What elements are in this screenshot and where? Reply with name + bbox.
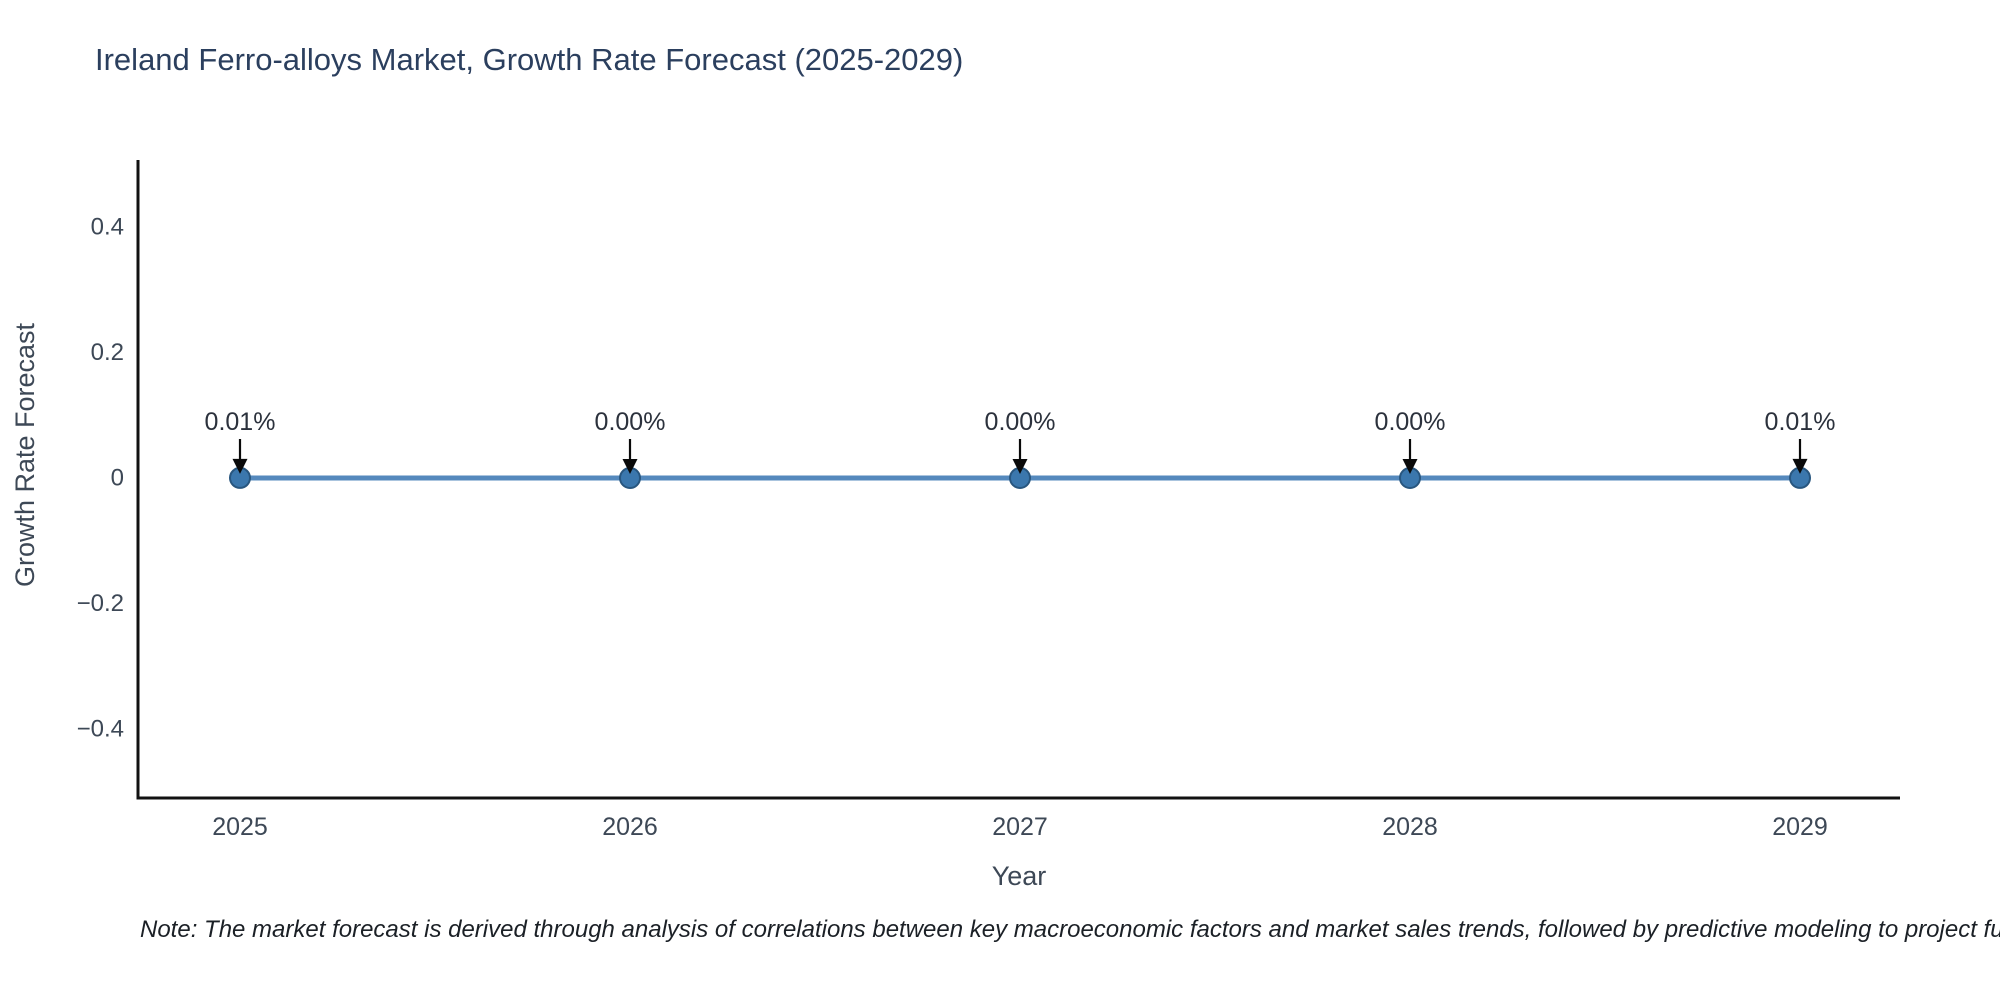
chart-title: Ireland Ferro-alloys Market, Growth Rate… xyxy=(95,42,964,77)
annotation-arrow-head xyxy=(1402,459,1418,474)
x-tick-label: 2025 xyxy=(212,813,268,841)
x-tick-label: 2026 xyxy=(602,813,658,841)
x-tick-label: 2028 xyxy=(1382,813,1438,841)
data-point-label: 0.01% xyxy=(205,408,276,436)
x-tick-label: 2029 xyxy=(1772,813,1828,841)
data-point-label: 0.01% xyxy=(1765,408,1836,436)
annotation-arrow-head xyxy=(1012,459,1028,474)
data-point-label: 0.00% xyxy=(985,408,1056,436)
y-tick-label: −0.2 xyxy=(77,590,124,617)
x-tick-label: 2027 xyxy=(992,813,1048,841)
y-tick-label: 0.2 xyxy=(91,339,124,366)
data-point-label: 0.00% xyxy=(1375,408,1446,436)
annotation-arrow-head xyxy=(622,459,638,474)
y-tick-label: 0.4 xyxy=(91,214,124,241)
footnote-text: Note: The market forecast is derived thr… xyxy=(140,916,2000,943)
y-tick-label: 0 xyxy=(111,465,124,492)
annotation-arrow-head xyxy=(232,458,248,474)
annotation-arrow-head xyxy=(1792,458,1808,474)
y-tick-label: −0.4 xyxy=(77,716,124,743)
x-axis-title: Year xyxy=(992,861,1047,891)
footnote: Note: The market forecast is derived thr… xyxy=(140,916,2000,944)
y-axis-title: Growth Rate Forecast xyxy=(10,322,40,587)
data-point-label: 0.00% xyxy=(595,408,666,436)
